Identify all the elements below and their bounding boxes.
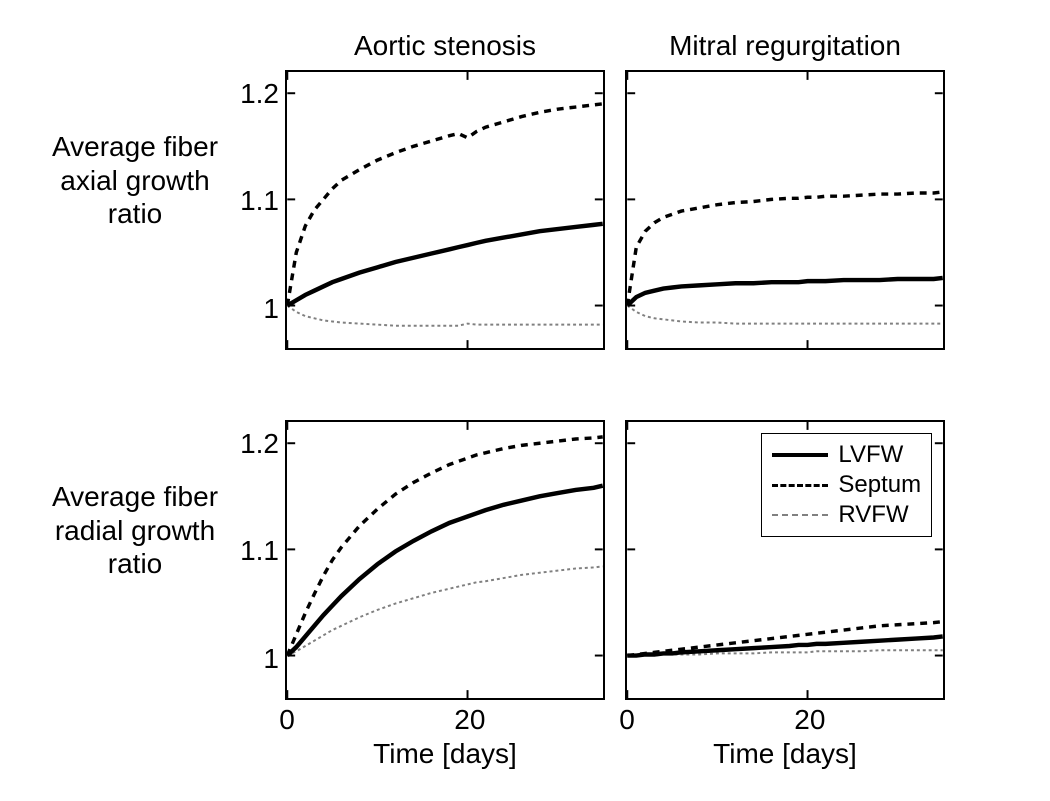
row-label-1-line-0: Average fiber <box>52 481 218 512</box>
xtick-label: 0 <box>279 704 295 736</box>
legend-swatch-lvfw <box>772 453 828 457</box>
ytick-label: 1.1 <box>240 185 279 217</box>
panel-radial-mitral: Time [days] 020LVFWSeptumRVFW <box>625 420 945 700</box>
xtick-label: 20 <box>794 704 825 736</box>
series-septum <box>287 437 602 656</box>
panel-axial-aortic: 11.11.2 <box>285 70 605 350</box>
ytick-label: 1.2 <box>240 78 279 110</box>
series-rvfw <box>287 566 602 655</box>
xaxis-title: Time [days] <box>373 738 517 770</box>
plot-svg <box>287 422 603 698</box>
panel-axial-mitral <box>625 70 945 350</box>
ytick-label: 1.2 <box>240 428 279 460</box>
plot-svg <box>627 72 943 348</box>
series-septum <box>287 104 602 306</box>
row-label-0: Average fiber axial growth ratio <box>20 130 250 231</box>
legend-item-rvfw: RVFW <box>772 500 921 530</box>
series-lvfw <box>627 278 942 306</box>
legend-label-septum: Septum <box>838 471 921 499</box>
xtick-label: 0 <box>619 704 635 736</box>
panel-radial-aortic: Time [days] 11.11.2020 <box>285 420 605 700</box>
xaxis-title: Time [days] <box>713 738 857 770</box>
row-label-1-line-1: radial growth <box>55 515 215 546</box>
series-lvfw <box>627 636 942 655</box>
row-label-0-line-0: Average fiber <box>52 131 218 162</box>
legend-item-lvfw: LVFW <box>772 440 921 470</box>
legend: LVFWSeptumRVFW <box>761 433 932 537</box>
legend-swatch-rvfw <box>772 514 828 516</box>
series-rvfw <box>287 306 602 326</box>
legend-label-rvfw: RVFW <box>838 501 908 529</box>
col-title-0: Aortic stenosis <box>285 30 605 62</box>
row-label-1-line-2: ratio <box>108 548 162 579</box>
series-lvfw <box>287 224 602 306</box>
legend-label-lvfw: LVFW <box>838 441 903 469</box>
ytick-label: 1 <box>263 643 279 675</box>
series-rvfw <box>627 306 942 324</box>
row-label-0-line-2: ratio <box>108 198 162 229</box>
ytick-label: 1.1 <box>240 535 279 567</box>
row-label-1: Average fiber radial growth ratio <box>20 480 250 581</box>
legend-swatch-septum <box>772 484 828 487</box>
col-title-1: Mitral regurgitation <box>625 30 945 62</box>
plot-svg <box>287 72 603 348</box>
figure: Aortic stenosis Mitral regurgitation Ave… <box>0 0 1050 801</box>
row-label-0-line-1: axial growth <box>60 165 209 196</box>
ytick-label: 1 <box>263 293 279 325</box>
legend-item-septum: Septum <box>772 470 921 500</box>
xtick-label: 20 <box>454 704 485 736</box>
